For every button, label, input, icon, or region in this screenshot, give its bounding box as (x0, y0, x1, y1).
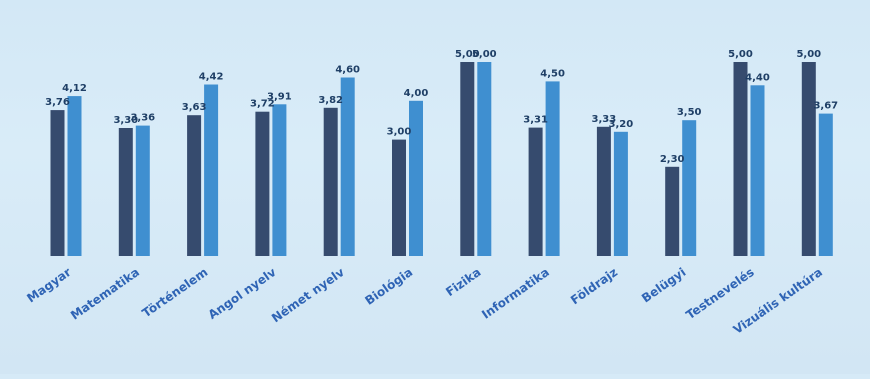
category-label-5: Biológia (362, 265, 415, 308)
category-label-9: Belügyi (639, 265, 688, 305)
category-label-2: Történelem (140, 265, 211, 320)
category-label-8: Földrajz (568, 265, 620, 307)
value-label-series1-3: 3,72 (250, 99, 275, 110)
bar-series2-6 (477, 62, 492, 256)
value-label-series1-2: 3,63 (182, 102, 207, 113)
category-label-3: Angol nyelv (206, 265, 279, 322)
value-label-series2-11: 3,67 (813, 101, 838, 112)
category-label-0: Magyar (24, 265, 73, 305)
bar-series2-7 (545, 81, 560, 257)
value-label-series2-10: 4,40 (745, 72, 770, 83)
bar-series2-5 (409, 100, 423, 256)
value-label-series2-3: 3,91 (267, 91, 292, 102)
value-label-series2-2: 4,42 (199, 72, 224, 83)
value-label-series1-11: 5,00 (796, 49, 821, 60)
bar-series1-10 (733, 62, 748, 256)
category-label-10: Testnevelés (683, 265, 756, 322)
bar-series1-6 (460, 62, 475, 256)
bar-series2-10 (750, 85, 765, 256)
value-label-series1-6: 5,00 (455, 49, 480, 60)
value-label-series1-7: 3,31 (523, 115, 548, 126)
bar-series1-2 (187, 115, 202, 256)
bar-series1-8 (596, 126, 611, 256)
bar-series1-1 (118, 128, 133, 256)
value-label-series2-9: 3,50 (677, 107, 702, 118)
value-label-series1-1: 3,30 (113, 115, 138, 126)
bar-series2-8 (613, 131, 628, 256)
value-labels-group: 3,76 4,12 3,303,36 3,63 4,42 3,723,91 3,82 4,60… (45, 49, 838, 165)
bar-series1-9 (665, 166, 680, 256)
value-label-series2-7: 4,50 (540, 68, 565, 79)
category-label-7: Informatika (479, 265, 552, 322)
bar-series2-0 (67, 96, 82, 256)
bar-series1-4 (323, 107, 338, 256)
bar-series2-9 (682, 120, 697, 256)
value-label-series1-0: 3,76 (45, 97, 70, 108)
bar-series2-11 (818, 113, 833, 256)
bar-series1-7 (528, 127, 543, 256)
bar-series1-3 (255, 111, 270, 256)
bars-group (50, 62, 833, 257)
value-label-series2-5: 4,00 (404, 88, 429, 99)
value-label-series2-8: 3,20 (609, 119, 634, 130)
value-label-series1-9: 2,30 (660, 154, 685, 165)
category-label-1: Matematika (68, 265, 142, 323)
category-label-6: Fizika (443, 265, 483, 299)
bar-series2-2 (204, 84, 219, 256)
value-label-series2-4: 4,60 (335, 65, 360, 76)
value-label-series2-6: 5,00 (472, 49, 497, 60)
value-label-series2-1: 3,36 (130, 113, 155, 124)
value-label-series1-8: 3,33 (592, 114, 617, 125)
value-label-series1-10: 5,00 (728, 49, 753, 60)
category-label-4: Német nyelv (269, 265, 347, 325)
value-label-series1-5: 3,00 (387, 127, 412, 138)
value-label-series1-4: 3,82 (318, 95, 343, 106)
bar-series1-11 (801, 62, 816, 256)
bar-series1-5 (392, 139, 406, 256)
bar-series2-3 (272, 104, 287, 256)
bar-series2-4 (340, 77, 355, 256)
bar-series2-1 (135, 125, 150, 256)
value-label-series2-0: 4,12 (62, 83, 87, 94)
bar-series1-0 (50, 110, 65, 256)
